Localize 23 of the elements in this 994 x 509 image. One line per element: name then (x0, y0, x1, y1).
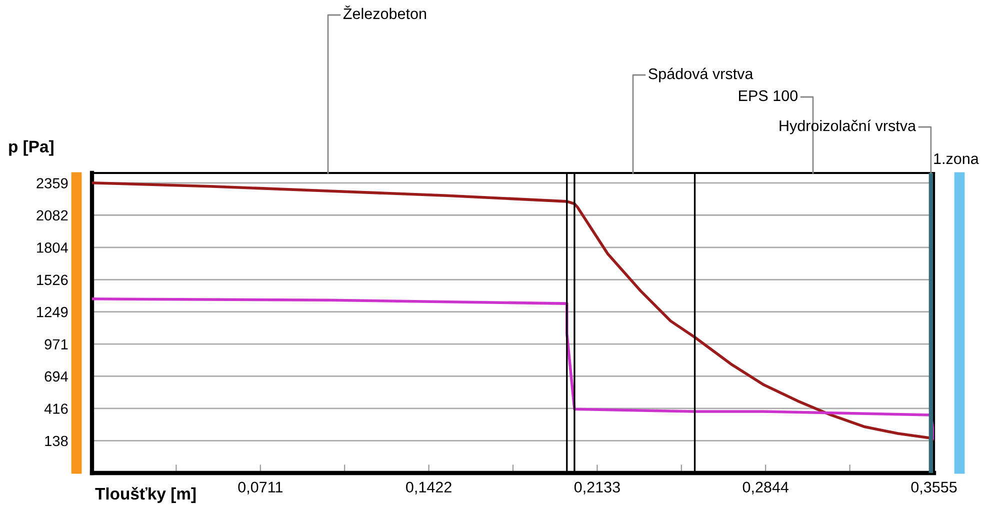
text: 1.zona (934, 153, 979, 164)
y-tick-label: 971 (44, 339, 68, 350)
y-tick-label: 1526 (37, 274, 68, 286)
x-tick-label: 0,1422 (406, 482, 452, 494)
text: EPS 100 (739, 90, 798, 102)
y-axis-title: p [Pa] (9, 140, 54, 156)
y-tick-label: 1804 (37, 242, 68, 253)
y-tick-label: 694 (44, 371, 68, 382)
y-tick-label: 416 (44, 404, 68, 414)
y-tick-label: 1249 (37, 306, 68, 318)
text: Spádová vrstva (648, 68, 754, 82)
x-tick-label: 0,3555 (911, 482, 957, 494)
y-tick-label: 138 (45, 436, 68, 446)
x-tick-label: 0,2133 (574, 482, 620, 494)
y-tick-label: 2082 (36, 210, 68, 221)
line-series (92, 181, 934, 441)
annotation: Hydroizolační vrstva (780, 120, 916, 134)
x-axis-title: Tloušťky [m] (95, 487, 196, 503)
x-tick-label: 0,2844 (742, 482, 789, 494)
x-tick-label: 0,0711 (238, 482, 282, 494)
text: Železobeton (343, 6, 426, 20)
line-series (92, 298, 934, 440)
y-tick-label: 2359 (36, 178, 68, 188)
